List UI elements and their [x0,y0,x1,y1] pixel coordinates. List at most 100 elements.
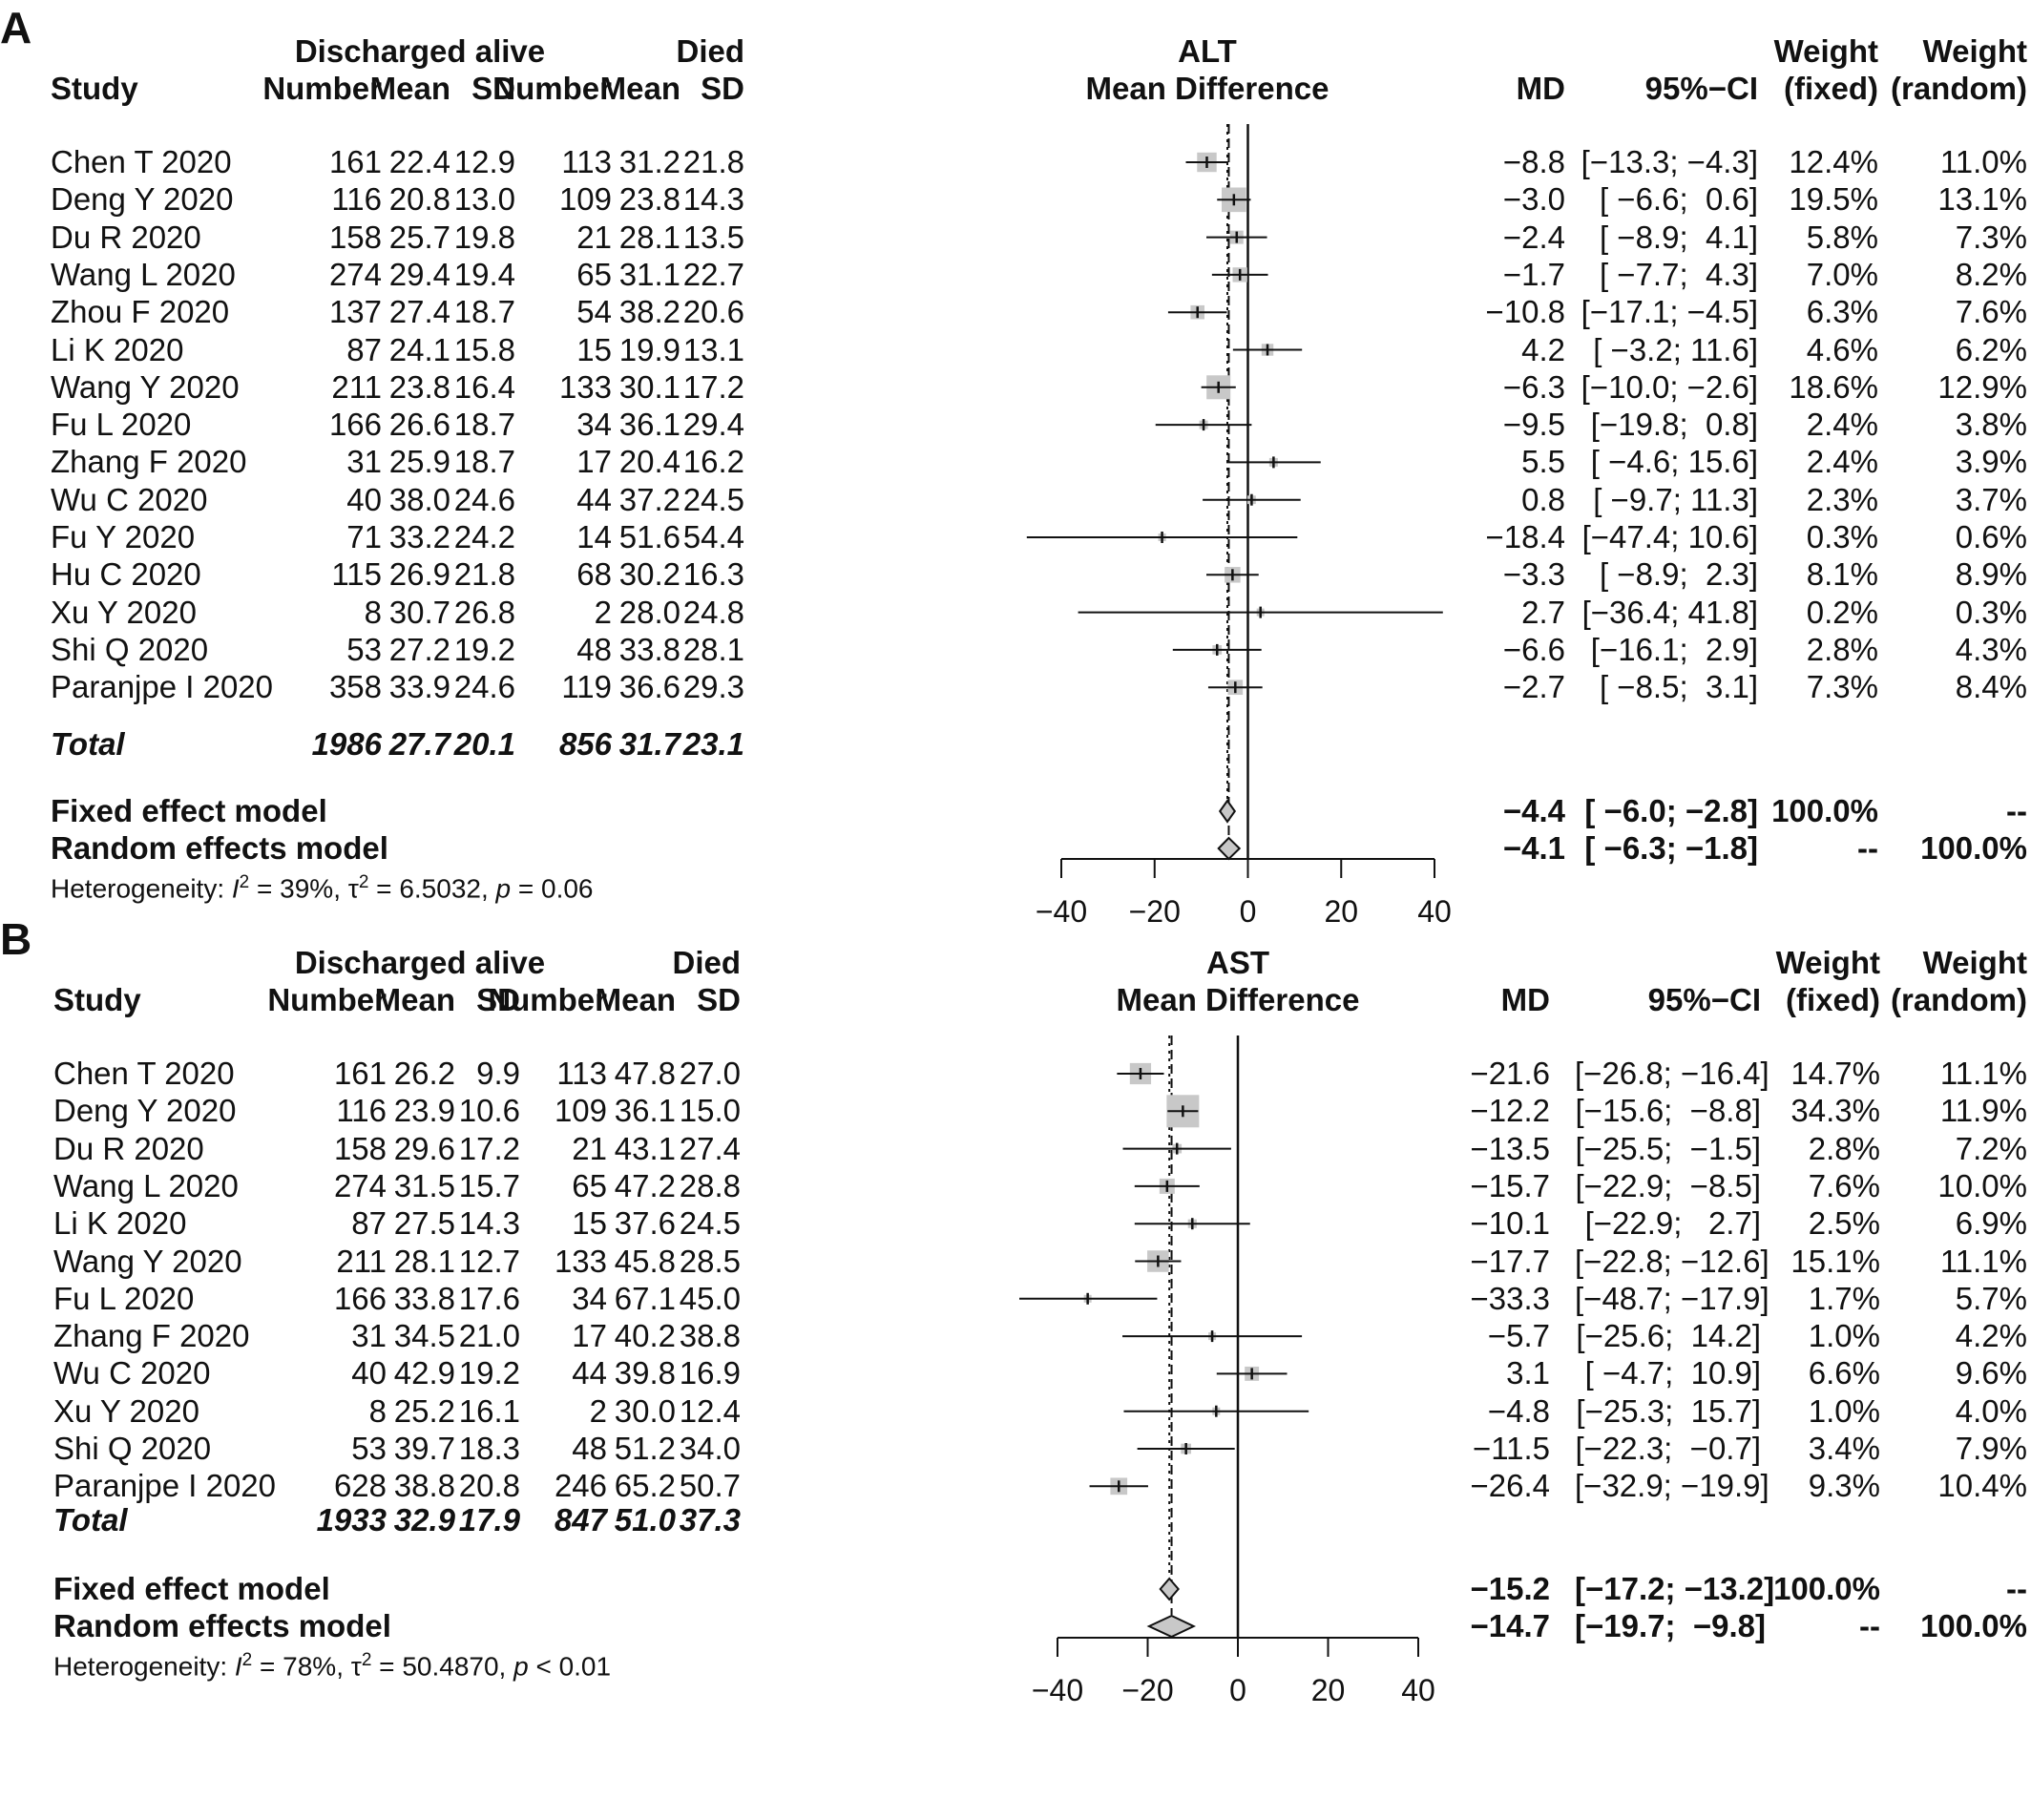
weight-fixed-cell: 2.5% [1808,1205,1880,1242]
md-cell: −8.8 [1502,144,1565,179]
number1-cell: 274 [333,1167,387,1203]
ci-cell: [ −8.9; 4.1] [1599,219,1758,255]
fixed-effect-diamond [1218,799,1237,824]
mean1-cell: 39.7 [393,1431,455,1466]
sd1-cell: 19.8 [453,219,515,255]
sd1-cell: 18.7 [453,444,515,480]
number2-cell: 54 [576,294,612,330]
weight-random-cell: 5.7% [1955,1280,2027,1316]
mean2-cell: 36.6 [618,669,680,705]
random-model-label: Random effects model [51,830,388,866]
weight-fixed-cell: 7.3% [1806,669,1878,705]
sd1-cell: 13.0 [453,181,515,218]
number1-cell: 166 [333,1280,387,1316]
ci-cell: [−25.3; 15.7] [1576,1392,1761,1429]
number2-cell: 109 [558,181,612,218]
heterogeneity-p: p [495,873,512,904]
md-cell: −5.7 [1487,1318,1550,1354]
group1-header: Discharged alive [294,945,546,980]
study-name: Zhou F 2020 [51,294,230,330]
study-name: Fu L 2020 [53,1280,195,1316]
study-header: Study [53,982,141,1017]
sd2-cell: 22.7 [682,256,744,292]
study-name: Wu C 2020 [53,1355,211,1391]
ci-cell: [ −7.7; 4.3] [1599,256,1758,292]
study-name: Du R 2020 [51,219,201,255]
md-cell: 4.2 [1521,331,1565,367]
sd1-cell: 14.3 [458,1205,520,1242]
md-header: MD [1500,982,1550,1017]
sd1-cell: 24.6 [453,481,515,517]
sd1-cell: 10.6 [458,1093,520,1129]
number2-cell: 68 [576,556,612,593]
mean2-cell: 33.8 [618,631,680,667]
mean1-cell: 25.9 [388,444,450,480]
mean1-cell: 26.6 [388,407,450,443]
number1-cell: 211 [336,1243,387,1279]
number2-cell: 2 [594,594,612,630]
measure-header: Mean Difference [1116,982,1360,1017]
panel-label: B [0,914,32,964]
heterogeneity-text: Heterogeneity: I2 = 78%, τ2 = 50.4870, p… [53,1642,611,1685]
heterogeneity-superscript: 2 [361,1650,372,1670]
mean2-cell: 28.1 [618,219,680,255]
sd2-cell: 27.0 [679,1056,741,1091]
number2-cell: 34 [576,407,612,443]
study-name: Wang Y 2020 [53,1243,242,1279]
sd1-header: SD [476,982,520,1017]
study-name: Wu C 2020 [51,481,208,517]
ci-cell: [ −3.2; 11.6] [1593,331,1758,367]
md-cell: −2.4 [1502,219,1565,255]
number1-header: Number [267,982,387,1017]
weight-fixed-header: Weight [1775,945,1880,980]
sd2-cell: 29.4 [682,407,744,443]
ci-header: 95%−CI [1644,71,1758,106]
weight-random-cell: 8.9% [1955,556,2027,593]
mean2-cell: 67.1 [614,1280,676,1316]
mean1-cell: 42.9 [393,1355,455,1391]
x-tick-label: 20 [1311,1673,1346,1707]
heterogeneity-i2-rest: = 39%, [249,873,348,904]
sd1-cell: 19.2 [453,631,515,667]
md-cell: −9.5 [1502,407,1565,443]
mean1-cell: 38.0 [388,481,450,517]
md-cell: −15.7 [1470,1167,1551,1203]
total-number2: 847 [554,1502,607,1538]
number1-cell: 211 [331,368,382,405]
number2-header: Number [492,71,612,106]
heterogeneity-tau: τ [347,873,359,904]
mean2-cell: 31.2 [618,144,680,179]
heterogeneity-p-rest: < 0.01 [528,1651,612,1682]
x-tick-label: −40 [1036,894,1087,929]
random-model-ci: [ −6.3; −1.8] [1584,830,1758,866]
study-name: Li K 2020 [51,331,184,367]
number2-cell: 21 [576,219,612,255]
random-model-weight-random: 100.0% [1920,1608,2027,1643]
number1-cell: 116 [336,1093,387,1129]
study-name: Xu Y 2020 [51,594,197,630]
total-mean2: 31.7 [618,726,680,762]
sd2-cell: 54.4 [682,519,744,554]
study-name: Hu C 2020 [51,556,201,593]
mean1-cell: 26.9 [388,556,450,593]
mean1-cell: 20.8 [388,181,450,218]
heterogeneity-i2-rest: = 78%, [252,1651,351,1682]
sd1-cell: 18.7 [453,294,515,330]
total-sd2: 23.1 [682,726,744,762]
weight-random-cell: 7.9% [1955,1431,2027,1466]
study-name: Zhang F 2020 [51,444,247,480]
weight-random-cell: 7.2% [1955,1130,2027,1166]
heterogeneity-superscript: 2 [239,872,250,892]
heterogeneity-text: Heterogeneity: I2 = 39%, τ2 = 6.5032, p … [51,864,594,908]
study-name: Wang Y 2020 [51,368,240,405]
number2-cell: 48 [572,1431,607,1466]
fixed-model-weight-random: -- [2006,1571,2027,1606]
heterogeneity-tau-rest: = 50.4870, [371,1651,514,1682]
sd2-cell: 14.3 [682,181,744,218]
number1-cell: 137 [328,294,382,330]
mean1-cell: 33.2 [388,519,450,554]
weight-fixed-cell: 6.3% [1806,294,1878,330]
md-cell: −1.7 [1502,256,1565,292]
forest-plot-panel-ast: B Discharged alive Died AST Weight Weight Stud… [0,911,2031,1818]
number1-cell: 358 [328,669,382,705]
